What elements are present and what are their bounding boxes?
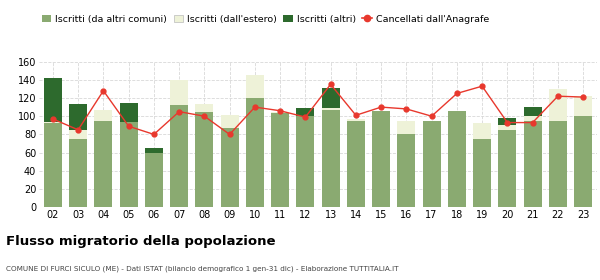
Bar	[347, 121, 365, 207]
Bar	[498, 130, 517, 207]
Bar	[44, 123, 62, 207]
Bar	[549, 89, 567, 121]
Bar	[195, 104, 214, 112]
Bar	[347, 119, 365, 121]
Bar	[422, 121, 441, 207]
Bar	[397, 121, 415, 134]
Bar	[574, 116, 592, 207]
Bar	[322, 110, 340, 207]
Bar	[524, 107, 542, 116]
Bar	[322, 108, 340, 110]
Bar	[221, 115, 239, 128]
Bar	[473, 123, 491, 139]
Bar	[498, 125, 517, 130]
Bar	[195, 112, 214, 207]
Bar	[94, 110, 112, 121]
Bar	[119, 103, 138, 122]
Bar	[119, 122, 138, 207]
Bar	[549, 121, 567, 207]
Bar	[221, 128, 239, 207]
Legend: Iscritti (da altri comuni), Iscritti (dall'estero), Iscritti (altri), Cancellati: Iscritti (da altri comuni), Iscritti (da…	[38, 11, 493, 27]
Bar	[271, 112, 289, 113]
Bar	[473, 139, 491, 207]
Bar	[372, 111, 390, 207]
Bar	[448, 111, 466, 207]
Bar	[296, 116, 314, 207]
Bar	[246, 98, 264, 207]
Bar	[94, 121, 112, 207]
Bar	[44, 122, 62, 123]
Bar	[170, 105, 188, 207]
Bar	[69, 139, 87, 207]
Bar	[69, 130, 87, 139]
Bar	[397, 134, 415, 207]
Text: Flusso migratorio della popolazione: Flusso migratorio della popolazione	[6, 235, 275, 248]
Bar	[296, 108, 314, 116]
Bar	[574, 96, 592, 116]
Bar	[271, 113, 289, 207]
Bar	[69, 104, 87, 130]
Bar	[498, 118, 517, 125]
Bar	[145, 153, 163, 207]
Bar	[246, 75, 264, 98]
Bar	[145, 148, 163, 153]
Bar	[44, 78, 62, 122]
Text: COMUNE DI FURCI SICULO (ME) - Dati ISTAT (bilancio demografico 1 gen-31 dic) - E: COMUNE DI FURCI SICULO (ME) - Dati ISTAT…	[6, 266, 398, 272]
Bar	[322, 88, 340, 108]
Bar	[170, 80, 188, 105]
Bar	[524, 116, 542, 121]
Bar	[524, 121, 542, 207]
